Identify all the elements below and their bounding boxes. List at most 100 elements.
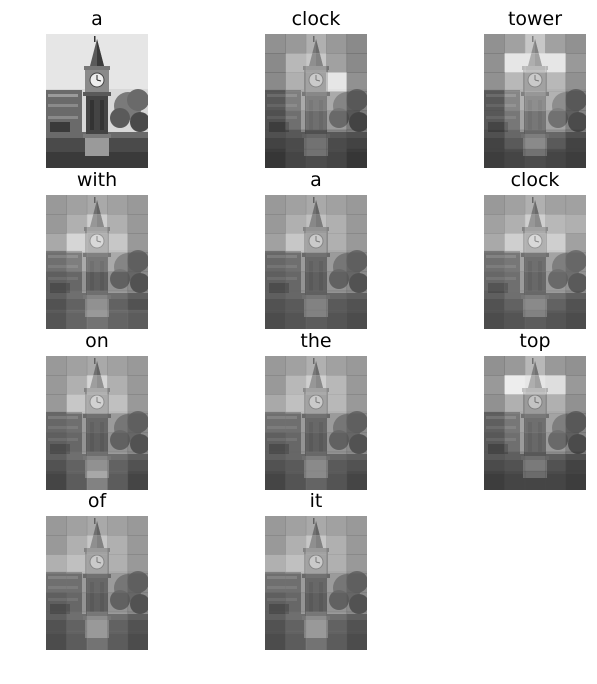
attention-cell: [305, 233, 327, 253]
attention-cell: [127, 271, 148, 292]
attention-cell: [265, 252, 286, 273]
attention-cell: [524, 451, 546, 472]
attention-cell: [545, 53, 567, 73]
attention-cell: [545, 129, 567, 150]
attention-cell: [107, 470, 129, 490]
attention-cell: [524, 148, 546, 168]
attention-cell: [285, 72, 307, 92]
attention-cell: [265, 309, 286, 329]
attention-cell: [86, 195, 108, 215]
attention-cell: [545, 309, 567, 329]
attention-cell: [346, 72, 367, 92]
attention-cell: [265, 233, 286, 253]
attention-cell: [127, 233, 148, 253]
attention-cell: [484, 148, 505, 168]
attention-cell: [265, 290, 286, 311]
attention-cell: [46, 233, 67, 253]
attention-cell: [504, 148, 526, 168]
attention-cell: [86, 309, 108, 329]
attention-cell: [565, 375, 586, 395]
attention-cell: [504, 451, 526, 472]
attention-cell: [265, 394, 286, 414]
attention-cell: [565, 53, 586, 73]
attention-cell: [66, 535, 88, 555]
attention-cell: [66, 611, 88, 632]
panel-1: a: [46, 8, 148, 168]
attention-cell: [346, 516, 367, 536]
attention-map: [265, 195, 367, 329]
attention-cell: [326, 72, 348, 92]
attention-cell: [524, 195, 546, 215]
attention-cell: [484, 34, 505, 54]
attention-cell: [545, 413, 567, 434]
attention-cell: [504, 252, 526, 273]
attention-cell: [305, 451, 327, 472]
attention-cell: [504, 470, 526, 490]
attention-cell: [484, 195, 505, 215]
clock-tower-photo: [46, 34, 148, 168]
attention-cell: [504, 91, 526, 112]
attention-cell: [524, 356, 546, 376]
attention-cell: [107, 535, 129, 555]
attention-cell: [66, 394, 88, 414]
attention-cell: [504, 129, 526, 150]
attention-cell: [346, 573, 367, 594]
attention-cell: [285, 413, 307, 434]
attention-cell: [127, 535, 148, 555]
attention-cell: [545, 110, 567, 131]
attention-cell: [66, 233, 88, 253]
attention-cell: [565, 148, 586, 168]
attention-cell: [46, 451, 67, 472]
attention-cell: [285, 252, 307, 273]
attention-cell: [326, 394, 348, 414]
attention-cell: [326, 554, 348, 574]
panel-word: top: [519, 330, 551, 352]
attention-cell: [504, 53, 526, 73]
attention-cell: [545, 195, 567, 215]
attention-cell: [326, 356, 348, 376]
attention-cell: [524, 252, 546, 273]
attention-cell: [346, 53, 367, 73]
attention-cell: [484, 252, 505, 273]
attention-cell: [46, 394, 67, 414]
attention-cell: [326, 413, 348, 434]
attention-map: [484, 34, 586, 168]
attention-cell: [127, 214, 148, 234]
attention-cell: [484, 451, 505, 472]
attention-cell: [127, 470, 148, 490]
attention-cell: [305, 573, 327, 594]
attention-cell: [484, 413, 505, 434]
attention-cell: [285, 516, 307, 536]
attention-map: [265, 356, 367, 490]
attention-cell: [326, 375, 348, 395]
attention-cell: [484, 214, 505, 234]
attention-cell: [346, 470, 367, 490]
attention-cell: [107, 271, 129, 292]
attention-cell: [346, 252, 367, 273]
attention-cell: [127, 554, 148, 574]
attention-cell: [46, 611, 67, 632]
attention-cell: [285, 271, 307, 292]
attention-cell: [305, 394, 327, 414]
attention-cell: [565, 309, 586, 329]
attention-cell: [66, 592, 88, 613]
attention-cell: [326, 91, 348, 112]
attention-cell: [285, 451, 307, 472]
attention-cell: [524, 110, 546, 131]
attention-cell: [265, 516, 286, 536]
attention-cell: [565, 271, 586, 292]
attention-cell: [305, 356, 327, 376]
attention-cell: [346, 413, 367, 434]
attention-cell: [305, 195, 327, 215]
attention-cell: [46, 356, 67, 376]
attention-cell: [484, 394, 505, 414]
attention-cell: [86, 592, 108, 613]
panel-word: the: [300, 330, 332, 352]
attention-cell: [326, 252, 348, 273]
attention-cell: [265, 554, 286, 574]
attention-cell: [484, 91, 505, 112]
attention-cell: [305, 129, 327, 150]
attention-cell: [346, 375, 367, 395]
attention-cell: [346, 271, 367, 292]
attention-cell: [326, 432, 348, 453]
